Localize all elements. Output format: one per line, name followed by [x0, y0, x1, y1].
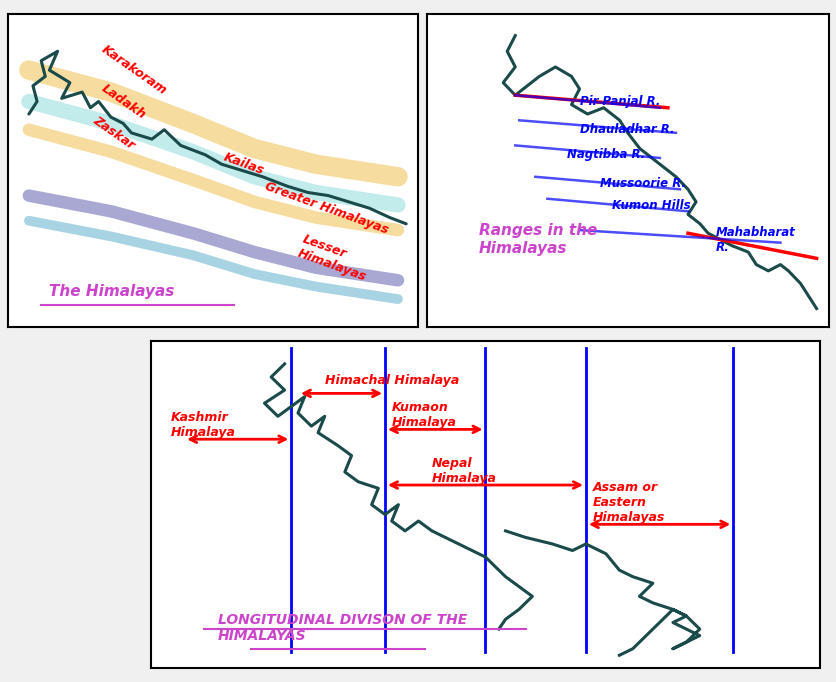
Text: Zaskar: Zaskar: [90, 114, 137, 152]
Text: Kailas: Kailas: [222, 151, 266, 177]
Text: Himachal Himalaya: Himachal Himalaya: [324, 374, 458, 387]
Text: Mahabharat
R.: Mahabharat R.: [716, 226, 795, 254]
Text: Pir Panjal R.: Pir Panjal R.: [579, 95, 659, 108]
Text: Greater Himalayas: Greater Himalayas: [263, 179, 390, 237]
Text: LONGITUDINAL DIVISON OF THE
HIMALAYAS: LONGITUDINAL DIVISON OF THE HIMALAYAS: [217, 612, 466, 643]
Text: Karakoram: Karakoram: [99, 43, 169, 98]
Text: Ranges in the
Himalayas: Ranges in the Himalayas: [478, 223, 597, 256]
Text: Nagtibba R.: Nagtibba R.: [567, 148, 645, 162]
Text: Dhauladhar R.: Dhauladhar R.: [579, 123, 673, 136]
Text: Ladakh: Ladakh: [99, 82, 148, 121]
Text: Kumon Hills: Kumon Hills: [611, 198, 690, 211]
Text: Kashmir
Himalaya: Kashmir Himalaya: [171, 411, 236, 439]
Text: Kumaon
Himalaya: Kumaon Himalaya: [391, 402, 456, 430]
Text: Nepal
Himalaya: Nepal Himalaya: [431, 457, 497, 485]
Text: Mussoorie R.: Mussoorie R.: [599, 177, 685, 190]
Text: The Himalayas: The Himalayas: [49, 284, 175, 299]
Text: Lesser
Himalayas: Lesser Himalayas: [295, 233, 373, 284]
Text: Assam or
Eastern
Himalayas: Assam or Eastern Himalayas: [592, 481, 664, 524]
